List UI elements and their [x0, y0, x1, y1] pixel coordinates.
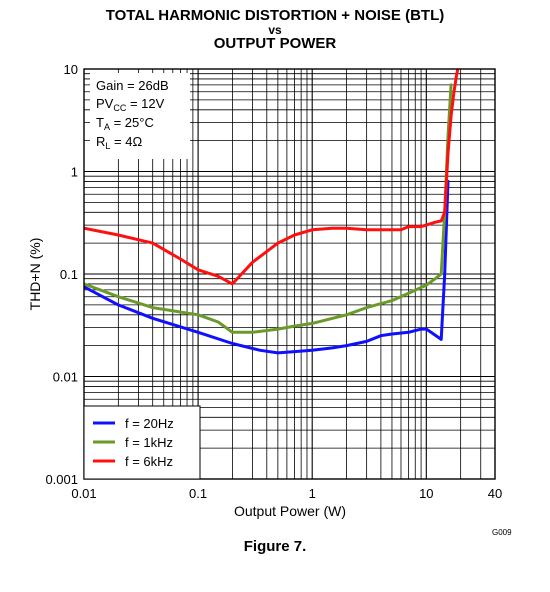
- x-tick-label: 0.1: [189, 486, 207, 501]
- x-tick-label: 40: [488, 486, 502, 501]
- chart-title-line2: vs: [268, 23, 282, 37]
- y-tick-label: 0.001: [45, 472, 78, 487]
- figure-caption: Figure 7.: [243, 538, 307, 555]
- legend: f = 20Hz f = 1kHz f = 6kHz: [83, 405, 201, 480]
- x-axis-label: Output Power (W): [234, 503, 346, 519]
- series-line-1khz: [84, 83, 453, 334]
- y-tick-label: 10: [64, 62, 78, 77]
- y-tick-label: 0.1: [60, 267, 78, 282]
- legend-label-20hz: f = 20Hz: [125, 416, 174, 431]
- legend-label-1khz: f = 1kHz: [125, 435, 173, 450]
- data-curves: [84, 69, 460, 355]
- condition-pvcc: PVCC = 12V: [96, 96, 165, 113]
- series-line-20hz: [84, 179, 450, 355]
- x-tick-label: 1: [309, 486, 316, 501]
- conditions-box: [90, 73, 190, 159]
- chart-title-line1: TOTAL HARMONIC DISTORTION + NOISE (BTL): [105, 7, 445, 24]
- series-line-6khz: [84, 69, 460, 286]
- x-tick-label: 0.01: [71, 486, 96, 501]
- condition-ta: TA = 25°C: [96, 115, 154, 132]
- x-tick-label: 10: [419, 486, 433, 501]
- condition-rl: RL = 4Ω: [96, 134, 142, 151]
- chart-title-line3: OUTPUT POWER: [213, 35, 337, 52]
- y-axis-label: THD+N (%): [27, 238, 43, 311]
- y-tick-label: 0.01: [53, 370, 78, 385]
- condition-gain: Gain = 26dB: [96, 78, 169, 93]
- y-tick-label: 1: [71, 165, 78, 180]
- figure-code: G009: [492, 528, 512, 537]
- plot-frame: [83, 68, 496, 480]
- legend-label-6khz: f = 6kHz: [125, 454, 173, 469]
